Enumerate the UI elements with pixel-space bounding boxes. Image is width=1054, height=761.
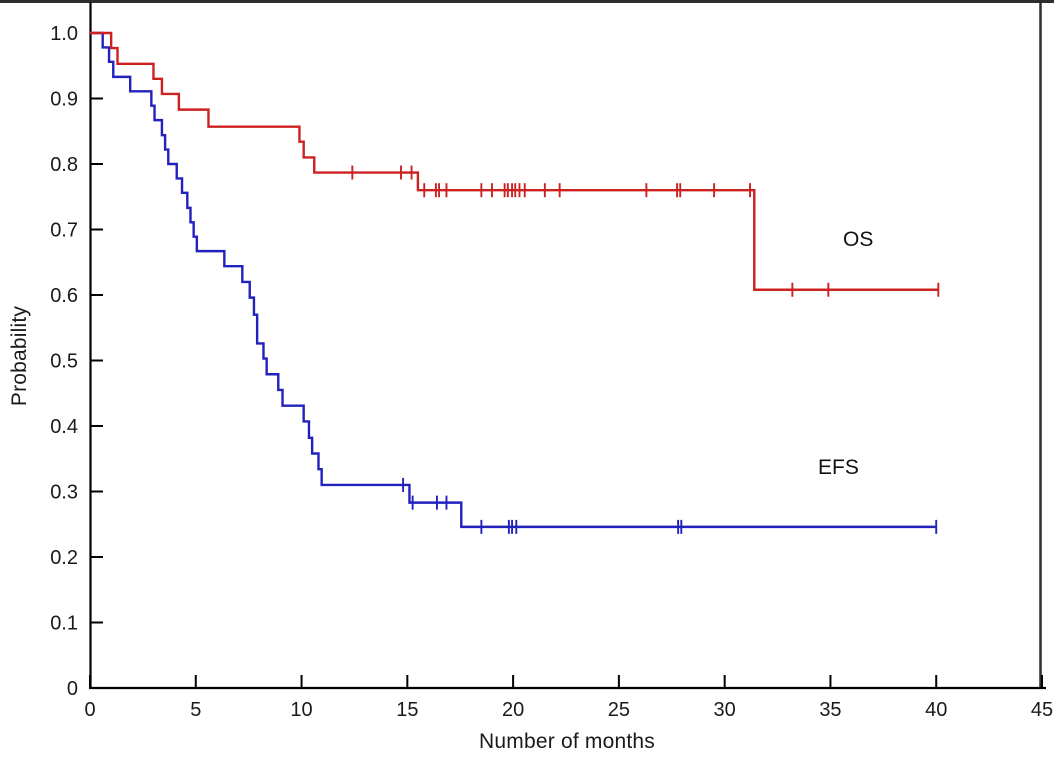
x-tick-label: 15 bbox=[396, 699, 418, 721]
x-tick-label: 40 bbox=[925, 699, 947, 721]
x-tick-label: 35 bbox=[819, 699, 841, 721]
y-tick-label: 0.9 bbox=[50, 89, 78, 111]
y-tick-label: 0.5 bbox=[50, 351, 78, 373]
os-curve bbox=[90, 31, 939, 291]
x-tick-label: 0 bbox=[84, 699, 95, 721]
x-tick-label: 5 bbox=[190, 699, 201, 721]
y-tick-label: 0 bbox=[67, 678, 78, 700]
efs-series-label: EFS bbox=[818, 456, 859, 479]
y-tick-label: 0.3 bbox=[50, 482, 78, 504]
os-series-label: OS bbox=[843, 228, 874, 251]
x-tick-label: 30 bbox=[714, 699, 736, 721]
y-axis-title: Probability bbox=[8, 305, 31, 407]
y-tick-label: 0.2 bbox=[50, 547, 78, 569]
y-tick-label: 0.4 bbox=[50, 416, 78, 438]
x-tick-label: 45 bbox=[1031, 699, 1053, 721]
y-tick-label: 0.8 bbox=[50, 154, 78, 176]
y-tick-label: 0.7 bbox=[50, 220, 78, 242]
x-axis-title: Number of months bbox=[479, 730, 655, 753]
efs-curve bbox=[90, 31, 937, 529]
y-tick-label: 0.6 bbox=[50, 285, 78, 307]
x-tick-label: 10 bbox=[290, 699, 312, 721]
y-tick-label: 1.0 bbox=[50, 23, 78, 45]
x-tick-label: 25 bbox=[608, 699, 630, 721]
x-tick-label: 20 bbox=[502, 699, 524, 721]
y-tick-label: 0.1 bbox=[50, 613, 78, 635]
